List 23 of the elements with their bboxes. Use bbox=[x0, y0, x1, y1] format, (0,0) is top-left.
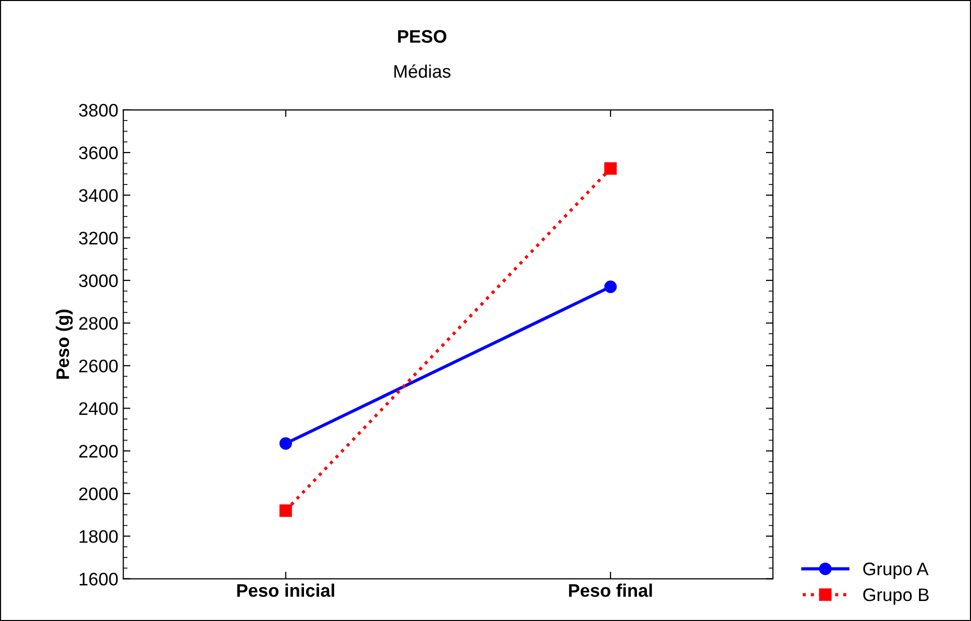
x-tick-label: Peso final bbox=[569, 584, 652, 597]
x-tick-label: Peso inicial bbox=[237, 584, 334, 597]
y-tick-label: 3400 bbox=[78, 189, 118, 202]
point bbox=[604, 280, 617, 294]
chart-subtitle: Médias bbox=[394, 64, 450, 78]
y-tick-label: 2800 bbox=[79, 316, 118, 330]
y-tick-label: 2600 bbox=[79, 360, 118, 372]
point bbox=[279, 504, 292, 517]
y-tick-label: 3800 bbox=[78, 104, 118, 117]
y-tick-label: 3200 bbox=[78, 232, 118, 245]
y-tick-label: 1600 bbox=[80, 572, 118, 586]
y-tick-label: 2400 bbox=[79, 402, 118, 415]
point bbox=[279, 437, 292, 450]
chart-title: PESO bbox=[398, 30, 446, 43]
y-axis-title: Peso (g) bbox=[56, 310, 73, 379]
point bbox=[604, 162, 617, 175]
y-tick-label: 1800 bbox=[80, 530, 118, 543]
y-tick-label: 3000 bbox=[78, 274, 118, 288]
y-tick-label: 2200 bbox=[79, 444, 118, 458]
legend-label: Grupo B bbox=[863, 588, 929, 605]
y-tick-label: 3600 bbox=[78, 146, 118, 160]
y-tick-label: 2000 bbox=[79, 487, 118, 500]
legend-label: Grupo A bbox=[863, 562, 929, 579]
